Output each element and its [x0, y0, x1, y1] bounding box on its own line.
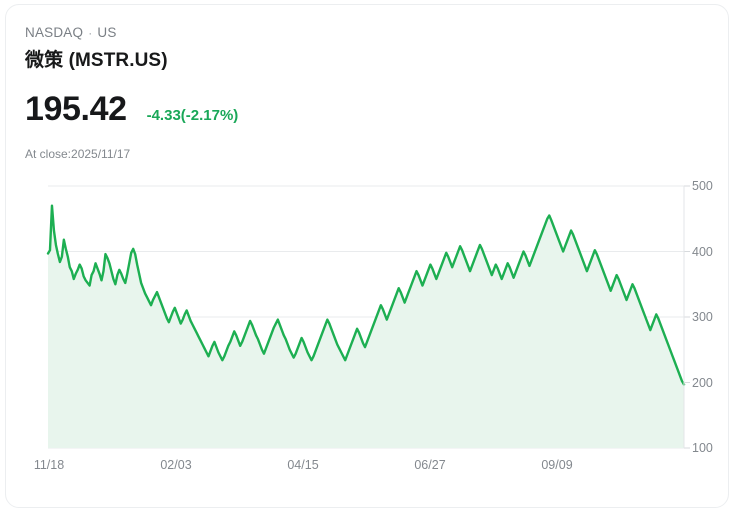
exchange-region-line: NASDAQ · US: [25, 24, 168, 42]
page-title: 微策 (MSTR.US): [25, 50, 168, 71]
xtick-label: 04/15: [287, 458, 319, 472]
xtick-label: 09/09: [541, 458, 573, 472]
price-row: 195.42 -4.33(-2.17%): [25, 89, 238, 129]
ytick-label: 400: [692, 244, 713, 259]
ytick-label: 100: [692, 441, 713, 455]
stock-quote-card: NASDAQ · US 微策 (MSTR.US) 195.42 -4.33(-2.1…: [5, 4, 729, 508]
ytick-label: 300: [692, 310, 713, 324]
chart-canvas[interactable]: [6, 165, 729, 485]
price-chart[interactable]: [6, 165, 729, 485]
chart-ytick-marks: [683, 185, 690, 449]
ytick-label: 500: [692, 179, 713, 193]
price-change: -4.33(-2.17%): [146, 107, 239, 124]
ytick-label: 200: [692, 375, 713, 390]
xtick-label: 02/03: [160, 458, 192, 472]
region-label: US: [97, 25, 117, 40]
dot-separator-icon: ·: [88, 26, 93, 40]
chart-line: [46, 204, 686, 386]
exchange-name: NASDAQ: [25, 25, 84, 40]
xtick-label: 11/18: [33, 458, 65, 472]
quote-header: NASDAQ · US 微策 (MSTR.US): [25, 24, 168, 74]
xtick-label: 06/27: [414, 458, 446, 472]
as-of-timestamp: At close:2025/11/17: [25, 147, 131, 161]
last-price: 195.42: [25, 90, 127, 128]
chart-area-fill: [48, 205, 684, 448]
